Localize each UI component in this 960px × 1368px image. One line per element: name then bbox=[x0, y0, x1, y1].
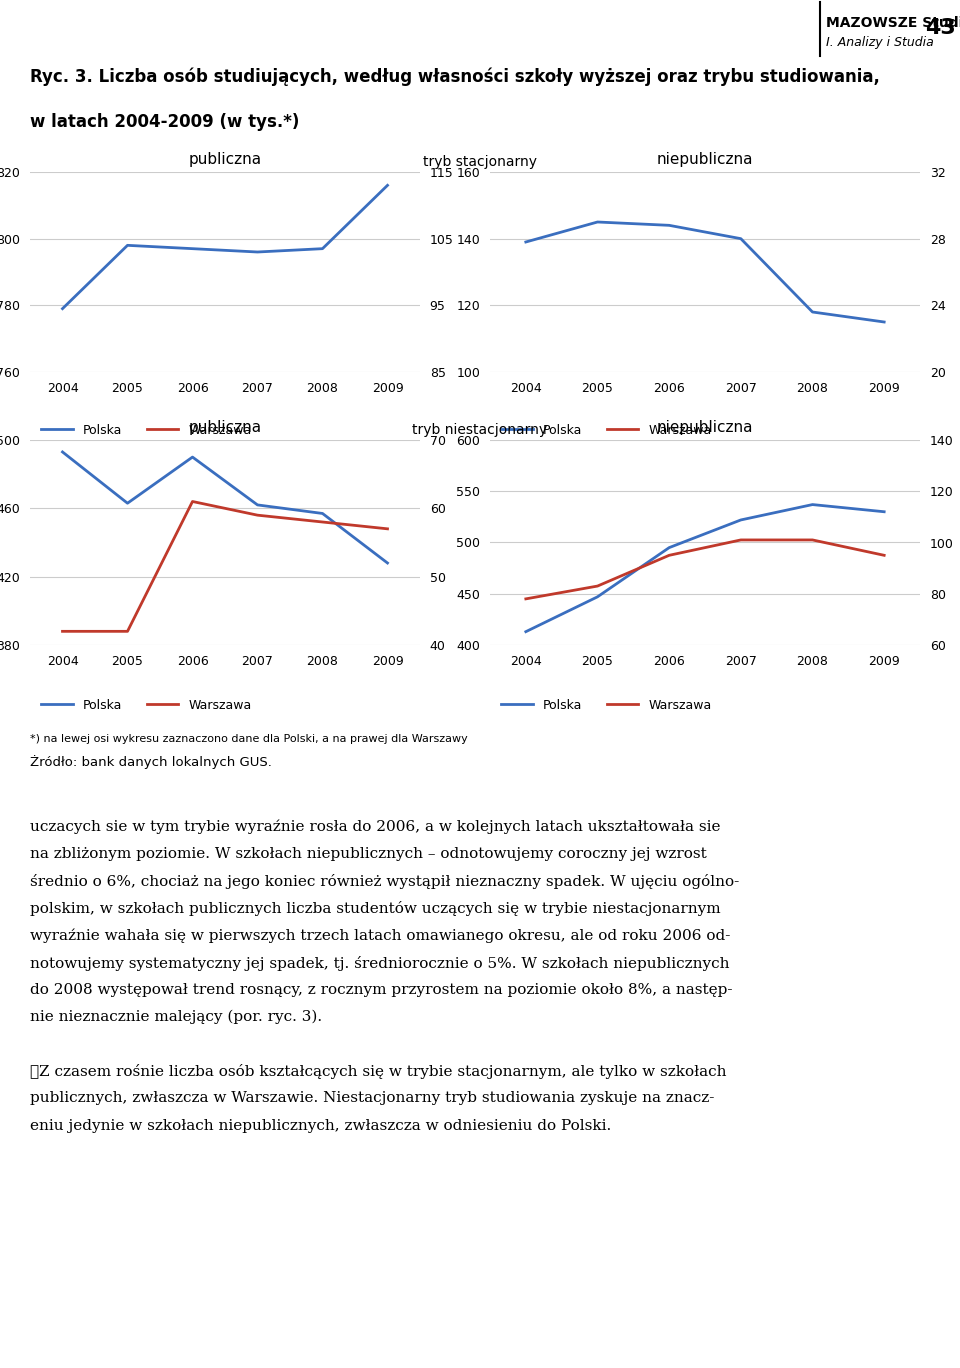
Text: w latach 2004-2009 (w tys.*): w latach 2004-2009 (w tys.*) bbox=[30, 114, 300, 131]
Text: Z czasem rośnie liczba osób kształcących się w trybie stacjonarnym, ale tylko w : Z czasem rośnie liczba osób kształcących… bbox=[30, 1064, 727, 1079]
Legend: Polska, Warszawa: Polska, Warszawa bbox=[496, 419, 716, 442]
Text: tryb stacjonarny: tryb stacjonarny bbox=[423, 155, 537, 170]
Text: Ryc. 3. Liczba osób studiujących, według własności szkoły wyższej oraz trybu stu: Ryc. 3. Liczba osób studiujących, według… bbox=[30, 68, 880, 86]
Text: polskim, w szkołach publicznych liczba studentów uczących się w trybie niestacjo: polskim, w szkołach publicznych liczba s… bbox=[30, 902, 721, 917]
Text: na zbliżonym poziomie. W szkołach niepublicznych – odnotowujemy coroczny jej wzr: na zbliżonym poziomie. W szkołach niepub… bbox=[30, 847, 707, 860]
Text: tryb niestacjonarny: tryb niestacjonarny bbox=[413, 423, 547, 436]
Text: uczacych sie w tym trybie wyraźnie rosła do 2006, a w kolejnych latach ukształto: uczacych sie w tym trybie wyraźnie rosła… bbox=[30, 819, 721, 834]
Title: niepubliczna: niepubliczna bbox=[657, 420, 754, 435]
Text: wyraźnie wahała się w pierwszych trzech latach omawianego okresu, ale od roku 20: wyraźnie wahała się w pierwszych trzech … bbox=[30, 929, 731, 943]
Legend: Polska, Warszawa: Polska, Warszawa bbox=[496, 694, 716, 717]
Text: I. Analizy i Studia: I. Analizy i Studia bbox=[826, 36, 934, 49]
Title: publiczna: publiczna bbox=[188, 152, 261, 167]
Legend: Polska, Warszawa: Polska, Warszawa bbox=[36, 419, 256, 442]
Text: *) na lewej osi wykresu zaznaczono dane dla Polski, a na prawej dla Warszawy: *) na lewej osi wykresu zaznaczono dane … bbox=[30, 735, 468, 744]
Text: publicznych, zwłaszcza w Warszawie. Niestacjonarny tryb studiowania zyskuje na z: publicznych, zwłaszcza w Warszawie. Nies… bbox=[30, 1092, 714, 1105]
Text: eniu jedynie w szkołach niepublicznych, zwłaszcza w odniesieniu do Polski.: eniu jedynie w szkołach niepublicznych, … bbox=[30, 1119, 612, 1133]
Legend: Polska, Warszawa: Polska, Warszawa bbox=[36, 694, 256, 717]
Title: niepubliczna: niepubliczna bbox=[657, 152, 754, 167]
Text: 43: 43 bbox=[924, 18, 955, 38]
Text: MAZOWSZE Studia Regionalne nr 12/2013: MAZOWSZE Studia Regionalne nr 12/2013 bbox=[826, 16, 960, 30]
Text: średnio o 6%, chociaż na jego koniec również wystąpił nieznaczny spadek. W ujęci: średnio o 6%, chociaż na jego koniec rów… bbox=[30, 874, 739, 889]
Text: Żródło: bank danych lokalnych GUS.: Żródło: bank danych lokalnych GUS. bbox=[30, 755, 272, 769]
Title: publiczna: publiczna bbox=[188, 420, 261, 435]
Text: do 2008 występował trend rosnący, z rocznym przyrostem na poziomie około 8%, a n: do 2008 występował trend rosnący, z rocz… bbox=[30, 982, 732, 997]
Text: nie nieznacznie malejący (por. ryc. 3).: nie nieznacznie malejący (por. ryc. 3). bbox=[30, 1010, 323, 1025]
Text: notowujemy systematyczny jej spadek, tj. średniorocznie o 5%. W szkołach niepubl: notowujemy systematyczny jej spadek, tj.… bbox=[30, 956, 730, 971]
